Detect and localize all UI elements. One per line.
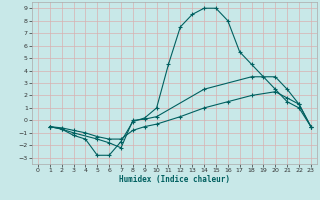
- X-axis label: Humidex (Indice chaleur): Humidex (Indice chaleur): [119, 175, 230, 184]
